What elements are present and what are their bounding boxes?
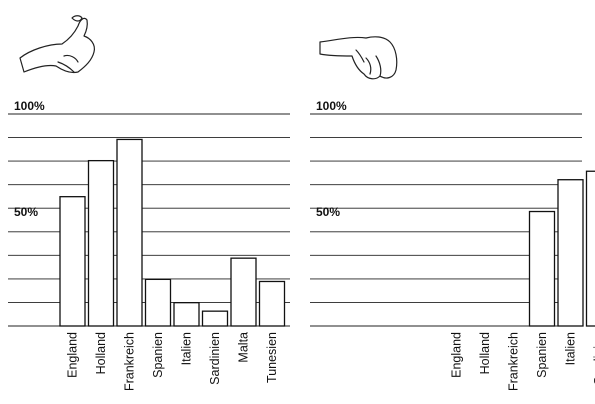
category-label: Holland: [94, 332, 108, 374]
category-label: Frankreich: [123, 332, 137, 391]
y-tick-label: 50%: [14, 205, 38, 219]
bar-sardinien: [201, 310, 229, 327]
bar-spanien: [144, 278, 172, 327]
category-label: Tunesien: [265, 332, 279, 383]
y-tick-label: 100%: [316, 99, 347, 113]
bar-frankreich: [116, 138, 143, 327]
bar-italien: [173, 302, 200, 327]
category-label: Holland: [478, 332, 492, 374]
category-label: Frankreich: [507, 332, 521, 391]
category-label: England: [450, 332, 464, 378]
bar-italien: [557, 179, 584, 327]
bar-malta: [230, 257, 257, 327]
hand-dropping-icon: [319, 36, 398, 80]
chart-right: 50% 100% England Holland Frankreich Spanien It…: [310, 99, 595, 391]
category-label: Sardinien: [208, 332, 222, 385]
category-label: Italien: [564, 332, 578, 365]
bar-tunesien: [258, 280, 286, 327]
bar-sardinien: [585, 170, 595, 327]
y-tick-label: 100%: [14, 99, 45, 113]
bar-spanien: [528, 210, 556, 327]
category-label: Sardinien: [592, 332, 595, 385]
category-label: Spanien: [535, 332, 549, 378]
category-label: Spanien: [151, 332, 165, 378]
y-tick-label: 50%: [316, 205, 340, 219]
bar-holland: [87, 159, 115, 327]
category-label: Italien: [180, 332, 194, 365]
category-label: England: [66, 332, 80, 378]
chart-left: 50% 100% England Holland Frankreich Spanien It…: [8, 99, 290, 391]
bar-england: [59, 196, 86, 327]
hand-holding-icon: [19, 15, 95, 74]
category-label: Malta: [237, 332, 251, 363]
